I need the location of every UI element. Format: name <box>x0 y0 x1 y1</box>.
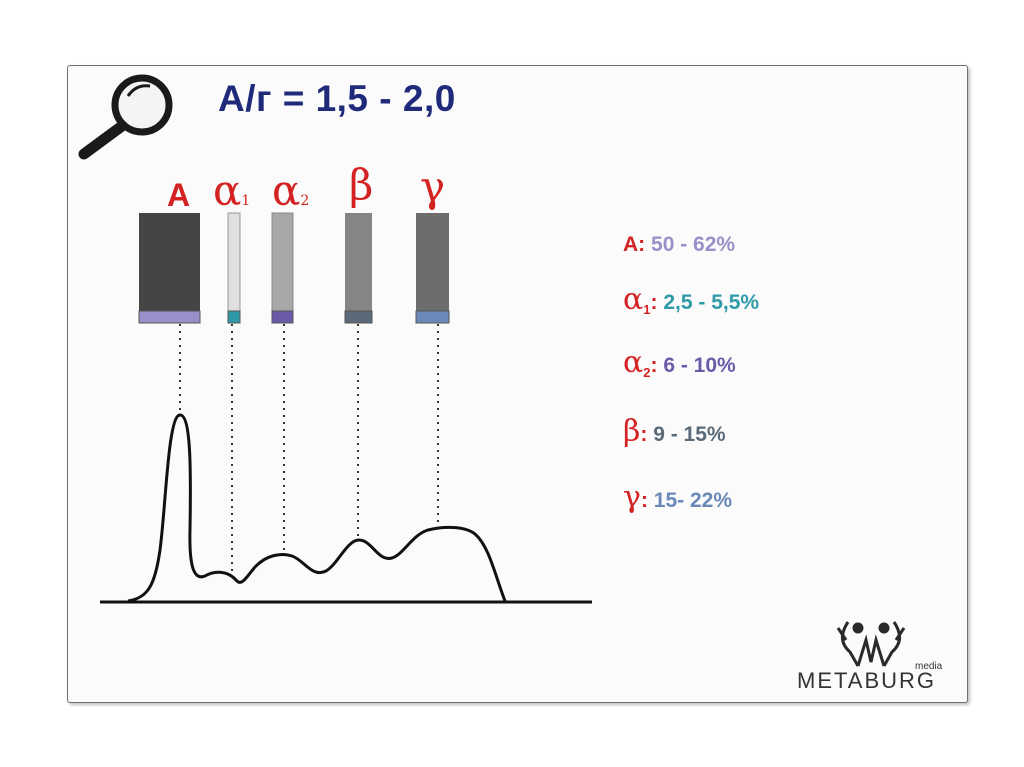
band-albumin <box>138 213 201 324</box>
legend-item-alpha1: α1: 2,5 - 5,5% <box>623 282 760 318</box>
slide-frame <box>67 65 968 703</box>
band-label-albumin: А <box>167 177 191 213</box>
legend-range-alpha2: 6 - 10% <box>663 354 736 377</box>
legend-item-alpha2: α2: 6 - 10% <box>623 345 736 381</box>
legend-range-gamma: 15- 22% <box>653 489 732 512</box>
metaburg-logo-icon <box>836 621 906 667</box>
band-label-gamma: γ <box>420 162 446 211</box>
band-alpha1 <box>227 212 241 324</box>
legend-range-beta: 9 - 15% <box>653 423 726 446</box>
band-label-alpha1: α1 <box>213 166 251 215</box>
page-title: А/г = 1,5 - 2,0 <box>218 78 456 119</box>
logo-wordmark: METABURG <box>797 668 937 693</box>
logo-tagline: media <box>915 661 943 672</box>
band-alpha2 <box>271 212 294 324</box>
electrophoresis-curve <box>127 413 507 603</box>
legend-range-alpha1: 2,5 - 5,5% <box>663 291 760 314</box>
guide-lines <box>179 324 439 575</box>
band-beta <box>344 213 373 324</box>
legend-item-gamma: γ: 15- 22% <box>623 480 732 515</box>
band-gamma <box>415 213 450 324</box>
magnifier-icon <box>78 74 173 160</box>
legend-item-albumin: А: 50 - 62% <box>623 233 736 256</box>
legend-item-beta: β: 9 - 15% <box>623 414 726 449</box>
legend-range-albumin: 50 - 62% <box>651 233 736 256</box>
band-label-beta: β <box>349 160 374 209</box>
band-label-alpha2: α2 <box>272 166 310 215</box>
